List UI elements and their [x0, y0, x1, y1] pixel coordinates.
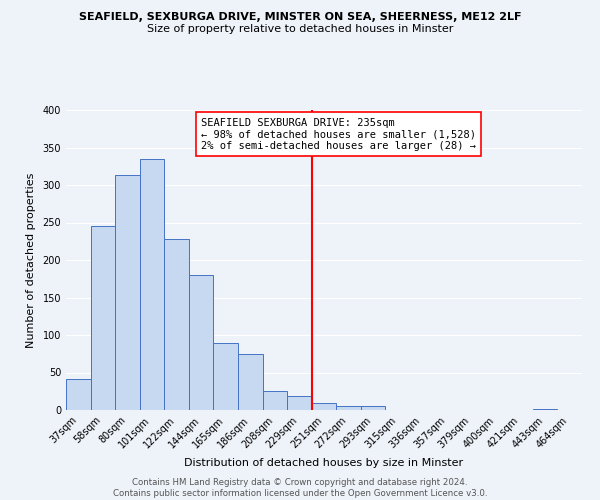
Bar: [214, 342, 238, 410]
X-axis label: Distribution of detached houses by size in Minster: Distribution of detached houses by size …: [184, 458, 464, 468]
Bar: [66, 378, 91, 410]
Bar: [361, 406, 385, 410]
Text: Size of property relative to detached houses in Minster: Size of property relative to detached ho…: [147, 24, 453, 34]
Bar: [312, 402, 336, 410]
Bar: [189, 275, 214, 410]
Bar: [115, 176, 140, 410]
Bar: [287, 396, 312, 410]
Y-axis label: Number of detached properties: Number of detached properties: [26, 172, 35, 348]
Text: Contains HM Land Registry data © Crown copyright and database right 2024.
Contai: Contains HM Land Registry data © Crown c…: [113, 478, 487, 498]
Bar: [91, 226, 115, 410]
Bar: [533, 408, 557, 410]
Text: SEAFIELD SEXBURGA DRIVE: 235sqm
← 98% of detached houses are smaller (1,528)
2% : SEAFIELD SEXBURGA DRIVE: 235sqm ← 98% of…: [201, 118, 476, 150]
Bar: [140, 159, 164, 410]
Bar: [238, 354, 263, 410]
Bar: [164, 239, 189, 410]
Bar: [263, 391, 287, 410]
Bar: [336, 406, 361, 410]
Text: SEAFIELD, SEXBURGA DRIVE, MINSTER ON SEA, SHEERNESS, ME12 2LF: SEAFIELD, SEXBURGA DRIVE, MINSTER ON SEA…: [79, 12, 521, 22]
